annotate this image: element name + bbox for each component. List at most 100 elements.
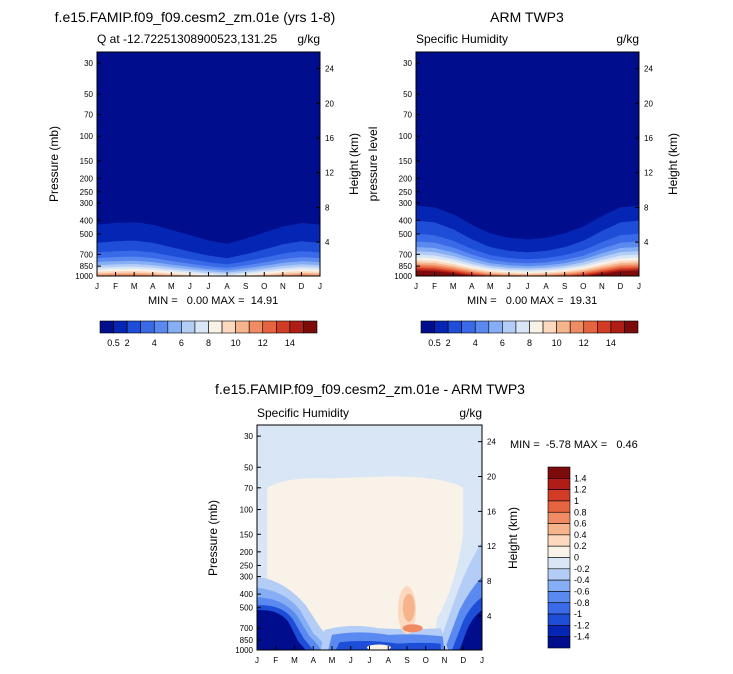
colorbar-tick-label: -0.6 xyxy=(574,586,590,596)
pressure-tick-label: 30 xyxy=(84,59,93,68)
height-tick-label: 12 xyxy=(487,542,496,551)
colorbar-swatch xyxy=(556,320,571,334)
height-tick-label: 16 xyxy=(487,507,496,516)
colorbar-tick-label: -1.4 xyxy=(574,632,590,642)
panel-obs-y2label: Height (km) xyxy=(666,133,680,195)
panel-model-ylabel: Pressure (mb) xyxy=(47,126,61,202)
colorbar-tick-label: 12 xyxy=(579,338,589,348)
height-tick-label: 20 xyxy=(644,99,653,108)
height-tick-label: 8 xyxy=(644,203,649,212)
colorbar-tick-label: 0.2 xyxy=(574,541,587,551)
contour-band xyxy=(335,641,441,650)
colorbar-tick-label: 10 xyxy=(231,338,241,348)
colorbar-swatch xyxy=(542,320,557,334)
contour-band xyxy=(416,270,639,276)
month-tick-label: J xyxy=(349,656,353,665)
contour-band xyxy=(402,624,423,633)
colorbar-swatch xyxy=(303,320,318,334)
colorbar-swatch xyxy=(474,320,490,334)
month-tick-label: J xyxy=(207,282,211,291)
pressure-tick-label: 250 xyxy=(80,188,94,197)
month-tick-label: J xyxy=(414,282,418,291)
colorbar-swatch xyxy=(547,579,571,592)
panel-diff-title: f.e15.FAMIP.f09_f09.cesm2_zm.01e - ARM T… xyxy=(215,381,525,397)
month-tick-label: J xyxy=(188,282,192,291)
panel-model-y2label: Height (km) xyxy=(347,133,361,195)
month-tick-label: S xyxy=(404,656,409,665)
pressure-tick-label: 1000 xyxy=(235,646,253,655)
colorbar-tick-label: 14 xyxy=(285,338,295,348)
panel-diff-units: g/kg xyxy=(459,406,482,420)
colorbar-swatch xyxy=(547,602,571,615)
height-tick-label: 8 xyxy=(325,203,330,212)
colorbar-swatch xyxy=(126,320,141,334)
colorbar-tick-label: 0 xyxy=(574,553,579,563)
month-tick-label: A xyxy=(150,282,156,291)
colorbar-swatch xyxy=(529,320,544,334)
pressure-tick-label: 100 xyxy=(399,132,413,141)
month-tick-label: N xyxy=(442,656,448,665)
height-tick-label: 8 xyxy=(487,577,492,586)
pressure-tick-label: 70 xyxy=(244,484,253,493)
colorbar-swatch xyxy=(99,320,114,334)
month-tick-label: D xyxy=(299,282,305,291)
colorbar-swatch xyxy=(547,523,571,536)
month-tick-label: J xyxy=(368,656,372,665)
colorbar-tick-label: -1 xyxy=(574,609,582,619)
height-tick-label: 16 xyxy=(644,134,653,143)
month-tick-label: S xyxy=(243,282,248,291)
panel-diff-colorbar: 1.41.210.80.60.40.20-0.2-0.4-0.6-0.8-1-1… xyxy=(547,466,590,649)
colorbar-swatch xyxy=(248,320,264,334)
pressure-tick-label: 30 xyxy=(244,432,253,441)
month-tick-label: S xyxy=(562,282,567,291)
pressure-tick-label: 200 xyxy=(399,174,413,183)
pressure-tick-label: 50 xyxy=(84,90,93,99)
month-tick-label: M xyxy=(131,282,138,291)
panel-diff-left-label: Specific Humidity xyxy=(257,406,349,420)
panel-model-contour-field xyxy=(97,52,320,276)
panel-diff-contour-field xyxy=(257,425,482,650)
panel-obs-left-label: Specific Humidity xyxy=(416,32,508,46)
month-tick-label: J xyxy=(255,656,259,665)
height-tick-label: 20 xyxy=(487,473,496,482)
panel-obs-stats: MIN = 0.00 MAX = 19.31 xyxy=(467,295,597,307)
colorbar-tick-label: 10 xyxy=(552,338,562,348)
month-tick-label: M xyxy=(487,282,494,291)
colorbar-swatch xyxy=(583,320,598,334)
colorbar-swatch xyxy=(547,511,571,524)
colorbar-swatch xyxy=(140,320,155,334)
colorbar-swatch xyxy=(569,320,585,334)
colorbar-swatch xyxy=(276,320,291,334)
month-tick-label: A xyxy=(543,282,549,291)
colorbar-tick-label: 6 xyxy=(179,338,184,348)
pressure-tick-label: 50 xyxy=(403,90,412,99)
pressure-tick-label: 300 xyxy=(80,199,94,208)
month-tick-label: A xyxy=(469,282,475,291)
month-tick-label: F xyxy=(432,282,437,291)
colorbar-tick-label: 12 xyxy=(258,338,268,348)
colorbar-tick-label: 4 xyxy=(473,338,478,348)
colorbar-swatch xyxy=(262,320,277,334)
month-tick-label: A xyxy=(311,656,317,665)
colorbar-swatch xyxy=(113,320,128,334)
pressure-tick-label: 850 xyxy=(399,262,413,271)
month-tick-label: O xyxy=(423,656,429,665)
colorbar-tick-label: 0.4 xyxy=(574,530,587,540)
colorbar-swatch xyxy=(547,545,571,558)
month-tick-label: O xyxy=(580,282,586,291)
month-tick-label: M xyxy=(329,656,336,665)
colorbar-swatch xyxy=(434,320,449,334)
colorbar-swatch xyxy=(420,320,435,334)
month-tick-label: J xyxy=(480,656,484,665)
pressure-tick-label: 400 xyxy=(399,216,413,225)
height-tick-label: 20 xyxy=(325,99,334,108)
colorbar-tick-label: 8 xyxy=(206,338,211,348)
height-tick-label: 12 xyxy=(325,169,334,178)
colorbar-swatch xyxy=(289,320,304,334)
colorbar-swatch xyxy=(547,591,571,604)
colorbar-swatch xyxy=(547,534,571,547)
month-tick-label: J xyxy=(95,282,99,291)
contour-band xyxy=(366,614,395,625)
month-tick-label: M xyxy=(291,656,298,665)
panel-model-units: g/kg xyxy=(297,32,320,46)
